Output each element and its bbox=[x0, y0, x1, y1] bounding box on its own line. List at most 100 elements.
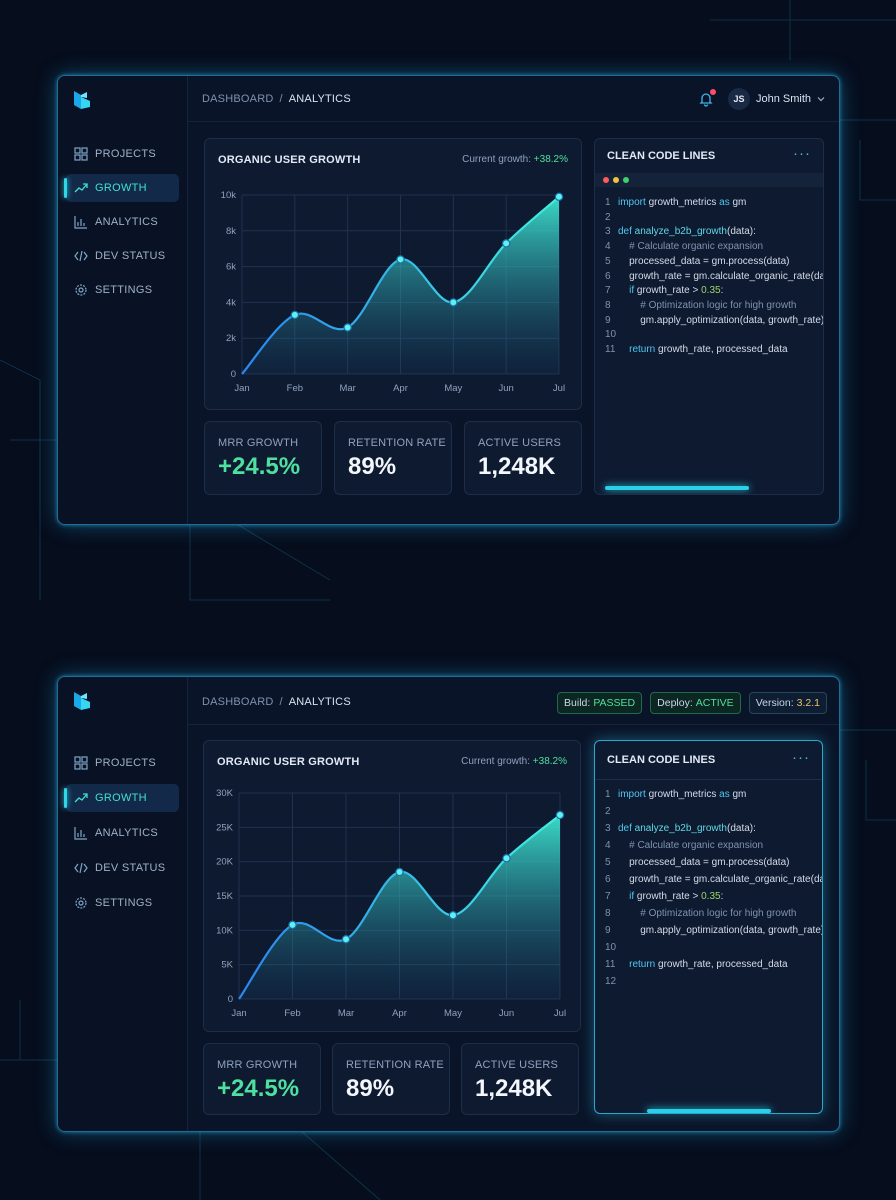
code-line: gm.apply_optimization(data, growth_rate) bbox=[618, 314, 824, 326]
more-options-icon[interactable]: ··· bbox=[792, 749, 810, 766]
sidebar-item-label: PROJECTS bbox=[95, 757, 157, 769]
stat-card-active-users: ACTIVE USERS 1,248K bbox=[464, 421, 582, 495]
code-line: processed_data = gm.process(data) bbox=[618, 255, 790, 267]
sidebar-item-label: PROJECTS bbox=[95, 148, 157, 160]
code-scrollbar[interactable] bbox=[605, 486, 749, 490]
x-tick-label: Mar bbox=[338, 1008, 354, 1019]
code-line-number: 11 bbox=[605, 959, 616, 970]
trend-icon bbox=[74, 793, 88, 803]
version-value: 3.2.1 bbox=[796, 697, 820, 709]
code-line-number: 6 bbox=[605, 874, 611, 885]
stat-label: RETENTION RATE bbox=[348, 437, 446, 449]
sidebar-item-label: DEV STATUS bbox=[95, 862, 166, 874]
deploy-label: Deploy: bbox=[657, 697, 693, 709]
stat-label: MRR GROWTH bbox=[218, 437, 299, 449]
sidebar-item-label: SETTINGS bbox=[95, 897, 153, 909]
y-tick-label: 10k bbox=[221, 190, 237, 201]
sidebar-item-projects[interactable]: PROJECTS bbox=[66, 749, 179, 777]
data-point bbox=[501, 239, 511, 248]
code-line: # Calculate organic expansion bbox=[618, 241, 764, 253]
breadcrumb-root[interactable]: DASHBOARD bbox=[202, 696, 274, 708]
sidebar-item-growth[interactable]: GROWTH bbox=[64, 174, 179, 202]
sidebar-item-projects[interactable]: PROJECTS bbox=[66, 140, 179, 168]
code-line-number: 5 bbox=[605, 857, 611, 868]
x-tick-label: Jan bbox=[234, 383, 249, 394]
maximize-dot-icon[interactable] bbox=[623, 177, 629, 183]
code-line-number: 12 bbox=[605, 976, 617, 987]
deploy-status-badge: Deploy: ACTIVE bbox=[650, 692, 741, 714]
breadcrumb-root[interactable]: DASHBOARD bbox=[202, 93, 274, 105]
code-line-number: 11 bbox=[605, 344, 616, 355]
version-label: Version: bbox=[755, 697, 794, 709]
code-line: import growth_metrics as gm bbox=[618, 789, 747, 800]
chevron-down-icon[interactable] bbox=[817, 95, 825, 103]
breadcrumb: DASHBOARD / ANALYTICS bbox=[202, 696, 351, 708]
x-tick-label: May bbox=[444, 1008, 462, 1019]
avatar[interactable]: JS bbox=[727, 88, 750, 110]
stat-label: ACTIVE USERS bbox=[478, 437, 562, 449]
notification-bell-icon[interactable] bbox=[698, 89, 716, 107]
deploy-value: ACTIVE bbox=[695, 697, 734, 709]
stat-card-retention: RETENTION RATE 89% bbox=[334, 421, 452, 495]
code-line-number: 10 bbox=[605, 329, 617, 341]
code-line: import growth_metrics as gm bbox=[618, 197, 747, 208]
y-tick-label: 15K bbox=[216, 891, 234, 902]
code-icon bbox=[74, 862, 88, 874]
growth-chart: 0 2k 4k 6k 8k 10k Jan Feb Mar Apr May Jun Jul bbox=[221, 190, 565, 394]
gear-icon bbox=[75, 284, 87, 296]
code-line: # Optimization logic for high growth bbox=[618, 908, 797, 919]
notification-dot bbox=[709, 89, 716, 95]
data-point bbox=[555, 810, 565, 820]
x-tick-label: Jan bbox=[231, 1008, 246, 1019]
close-dot-icon[interactable] bbox=[603, 177, 609, 183]
code-line-number: 5 bbox=[605, 255, 611, 267]
current-growth-label: Current growth: bbox=[462, 154, 532, 165]
data-point bbox=[341, 935, 351, 944]
code-line-number: 7 bbox=[605, 285, 611, 297]
x-tick-label: Apr bbox=[392, 1008, 407, 1019]
code-line-number: 4 bbox=[605, 840, 611, 851]
y-tick-label: 30K bbox=[216, 788, 234, 799]
app-logo-icon[interactable] bbox=[71, 89, 93, 111]
breadcrumb-current: ANALYTICS bbox=[288, 93, 351, 105]
sidebar-item-dev-status[interactable]: DEV STATUS bbox=[66, 242, 179, 270]
current-growth-value: +38.2% bbox=[533, 154, 568, 165]
user-name[interactable]: John Smith bbox=[755, 93, 811, 105]
sidebar-item-label: ANALYTICS bbox=[95, 827, 159, 839]
code-line-number: 10 bbox=[605, 942, 617, 953]
code-line: # Calculate organic expansion bbox=[618, 840, 764, 851]
y-tick-label: 4k bbox=[226, 297, 236, 308]
stat-value: +24.5% bbox=[217, 1075, 300, 1102]
sidebar-item-dev-status[interactable]: DEV STATUS bbox=[66, 854, 179, 882]
sidebar: PROJECTS GROWTH ANALYTICS DEV STATUS SET… bbox=[58, 677, 188, 1131]
code-line-number: 9 bbox=[605, 314, 611, 326]
code-scrollbar[interactable] bbox=[647, 1109, 771, 1113]
breadcrumb: DASHBOARD / ANALYTICS bbox=[202, 93, 351, 105]
code-line-number: 6 bbox=[605, 270, 611, 282]
top-bar: DASHBOARD / ANALYTICS Build: PASSED Deploy:… bbox=[188, 677, 839, 725]
code-line-number: 1 bbox=[605, 197, 611, 208]
more-options-icon[interactable]: ··· bbox=[793, 145, 811, 162]
growth-chart-card: ORGANIC USER GROWTH Current growth: +38.… bbox=[204, 138, 582, 410]
sidebar-item-settings[interactable]: SETTINGS bbox=[66, 889, 179, 917]
sidebar-item-analytics[interactable]: ANALYTICS bbox=[66, 819, 179, 847]
stat-label: MRR GROWTH bbox=[217, 1059, 298, 1071]
minimize-dot-icon[interactable] bbox=[613, 177, 619, 183]
code-line-number: 8 bbox=[605, 299, 611, 311]
code-line-number: 2 bbox=[605, 806, 611, 817]
sidebar-item-analytics[interactable]: ANALYTICS bbox=[66, 208, 179, 236]
current-growth-note: Current growth: +38.2% bbox=[462, 154, 568, 165]
chart-title: ORGANIC USER GROWTH bbox=[217, 756, 360, 768]
sidebar-item-label: DEV STATUS bbox=[95, 250, 166, 262]
y-tick-label: 10K bbox=[216, 925, 234, 936]
sidebar-item-settings[interactable]: SETTINGS bbox=[66, 276, 179, 304]
sidebar-item-label: ANALYTICS bbox=[95, 216, 159, 228]
breadcrumb-separator: / bbox=[279, 93, 283, 105]
app-logo-icon[interactable] bbox=[71, 690, 93, 712]
x-tick-label: Feb bbox=[287, 383, 303, 394]
sidebar-item-growth[interactable]: GROWTH bbox=[64, 784, 179, 812]
bar-chart-icon bbox=[74, 827, 87, 840]
code-card-title: CLEAN CODE LINES bbox=[607, 150, 716, 162]
data-point bbox=[396, 255, 405, 264]
y-tick-label: 25K bbox=[216, 822, 234, 833]
